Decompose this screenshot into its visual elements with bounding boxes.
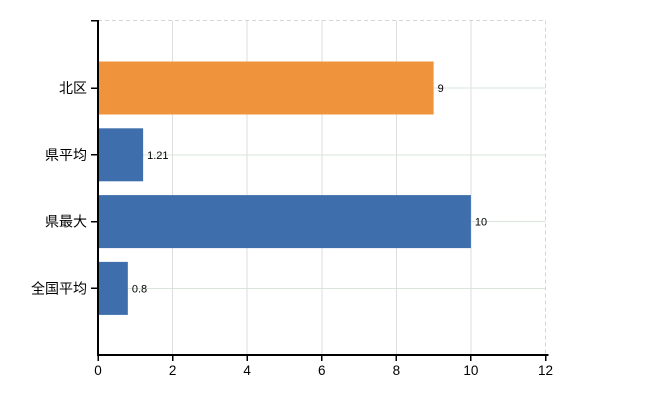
x-tick-label: 4 [243, 363, 251, 378]
category-label: 県平均 [45, 147, 87, 163]
x-tick-label: 8 [393, 363, 401, 378]
bar [98, 261, 128, 315]
bar [98, 195, 471, 249]
bar-value-label: 0.8 [132, 283, 147, 295]
category-label: 全国平均 [31, 280, 87, 296]
x-tick-label: 10 [463, 363, 478, 378]
category-label: 北区 [59, 80, 87, 96]
bar [98, 61, 434, 115]
bar-value-label: 9 [438, 83, 444, 95]
x-tick-label: 12 [538, 363, 553, 378]
x-tick-label: 0 [94, 363, 102, 378]
category-label: 県最大 [45, 214, 87, 230]
bar [98, 128, 144, 182]
x-tick-label: 2 [169, 363, 177, 378]
bar-value-label: 1.21 [147, 150, 168, 162]
bar-value-label: 10 [475, 217, 487, 229]
x-tick-label: 6 [318, 363, 326, 378]
